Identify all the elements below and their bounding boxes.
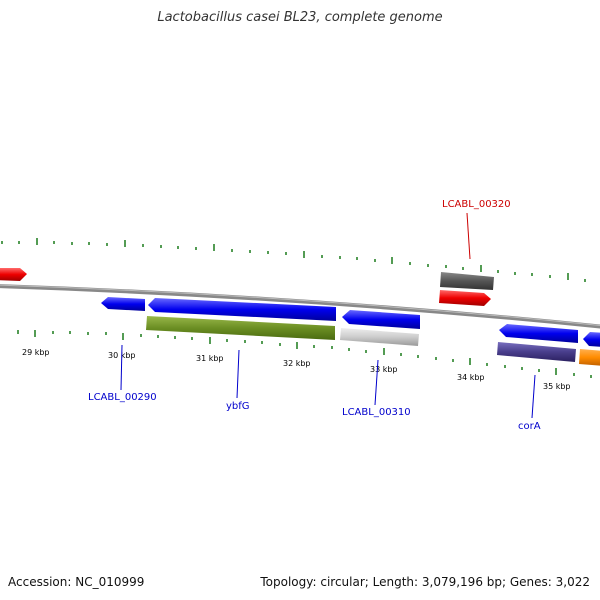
reverse-cds-lcabl-00320[interactable] — [439, 290, 491, 306]
genome-summary-text: Topology: circular; Length: 3,079,196 bp… — [260, 575, 590, 589]
tick-label-34kbp: 34 kbp — [457, 373, 485, 382]
lower-gc-ticks — [17, 330, 592, 378]
feature-ybfG-gene[interactable] — [146, 316, 335, 340]
forward-cds-cora[interactable] — [499, 324, 578, 343]
forward-cds-lcabl-00290[interactable] — [101, 297, 145, 311]
feature-cora-gene[interactable] — [497, 342, 576, 362]
tick-label-32kbp: 32 kbp — [283, 359, 311, 368]
map-title: Lactobacillus casei BL23, complete genom… — [157, 10, 443, 25]
tick-label-29kbp: 29 kbp — [22, 348, 50, 357]
forward-cds-lcabl-00310[interactable] — [342, 310, 420, 329]
feature-lcabl-00320-gene[interactable] — [440, 272, 494, 290]
upper-gc-ticks — [1, 238, 586, 282]
gene-label-lcabl-00310[interactable]: LCABL_00310 — [342, 407, 411, 418]
genome-backbone — [0, 284, 600, 329]
gene-label-cora[interactable]: corA — [518, 421, 541, 432]
accession-text: Accession: NC_010999 — [8, 575, 145, 589]
tick-label-31kbp: 31 kbp — [196, 354, 224, 363]
label-leaders — [120, 212, 536, 419]
feature-lcabl-00310-gene[interactable] — [340, 328, 419, 346]
gene-label-lcabl-00290[interactable]: LCABL_00290 — [88, 392, 157, 403]
forward-cds-right[interactable] — [583, 332, 600, 347]
forward-cds-ybfG[interactable] — [148, 298, 336, 321]
tick-label-35kbp: 35 kbp — [543, 382, 571, 391]
gene-label-lcabl-00320[interactable]: LCABL_00320 — [442, 199, 511, 210]
gene-label-ybfG[interactable]: ybfG — [226, 401, 250, 412]
feature-right-orange[interactable] — [579, 349, 600, 366]
tick-label-33kbp: 33 kbp — [370, 365, 398, 374]
reverse-cds-left[interactable] — [0, 268, 27, 281]
